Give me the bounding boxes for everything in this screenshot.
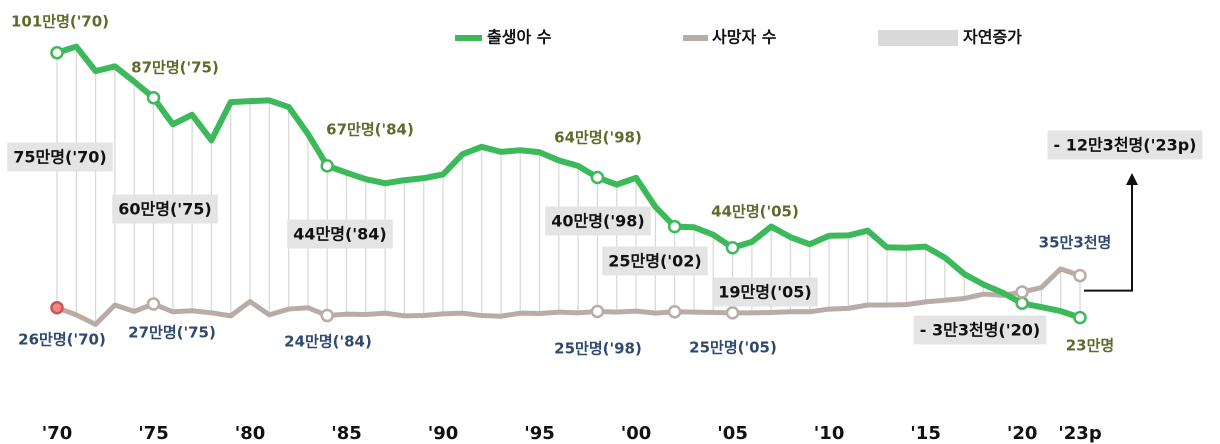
annotation: 25만명('05)	[689, 339, 777, 357]
annotation: 67만명('84)	[326, 121, 414, 139]
annotation: 23만명	[1066, 337, 1114, 355]
series-line	[56, 266, 1081, 327]
point-marker	[146, 90, 161, 105]
annotation-box	[1047, 130, 1203, 160]
annotation: 19만명('05)	[718, 283, 812, 302]
annotation-box	[913, 315, 1047, 345]
annotation: 101만명('70)	[11, 13, 109, 31]
x-tick-label: '75	[138, 423, 169, 444]
point-marker	[590, 170, 605, 185]
x-tick-label: '95	[524, 423, 555, 444]
annotation-box	[545, 206, 651, 236]
x-tick-label: '20	[1007, 423, 1038, 444]
point-marker	[590, 304, 605, 319]
point-marker	[50, 300, 64, 315]
point-marker	[1015, 285, 1029, 299]
annotation-box	[602, 246, 708, 276]
annotation-box	[7, 142, 113, 172]
arrow	[1084, 185, 1133, 292]
legend-label: 사망자 수	[712, 28, 777, 47]
annotation: 44만명('84)	[293, 225, 387, 244]
annotation: 40만명('98)	[551, 212, 645, 231]
annotation: 24만명('84)	[284, 333, 372, 351]
annotation: - 3만3천명('20)	[920, 321, 1040, 340]
x-tick-label: '10	[814, 423, 845, 444]
x-tick-label: '05	[717, 423, 748, 444]
annotation: 25만명('98)	[554, 340, 642, 358]
x-tick-label: '80	[235, 423, 266, 444]
annotation-box	[287, 219, 393, 249]
point-marker	[1015, 296, 1029, 311]
point-marker	[146, 297, 161, 311]
annotation: 25만명('02)	[608, 252, 702, 271]
x-tick-label: '70	[42, 423, 73, 444]
annotation: 44만명('05)	[711, 203, 799, 221]
arrow-head	[1126, 173, 1138, 185]
annotation-box	[112, 194, 218, 224]
annotation: 75만명('70)	[13, 148, 107, 167]
annotation: 64만명('98)	[554, 129, 642, 147]
annotation: 26만명('70)	[18, 331, 106, 349]
x-tick-label: '00	[621, 423, 652, 444]
x-tick-label: '15	[910, 423, 941, 444]
annotation: 60만명('75)	[118, 200, 212, 219]
x-tick-label: '23p	[1058, 423, 1102, 444]
legend-label: 출생아 수	[487, 28, 552, 47]
point-marker	[725, 306, 740, 320]
annotation: 35만3천명	[1039, 234, 1112, 252]
legend-swatch	[878, 30, 958, 46]
point-marker	[725, 240, 740, 255]
point-marker	[320, 159, 334, 173]
point-marker	[667, 219, 682, 234]
annotation-box	[712, 277, 818, 307]
point-marker	[667, 305, 682, 319]
point-marker	[1073, 268, 1087, 283]
natural-increase	[56, 46, 1081, 325]
point-marker	[1073, 310, 1087, 325]
x-tick-label: '90	[428, 423, 459, 444]
point-marker	[50, 45, 64, 60]
point-marker	[320, 308, 334, 323]
legend-label: 자연증가	[963, 28, 1022, 47]
annotation: 87만명('75)	[131, 59, 219, 77]
annotation: - 12만3천명('23p)	[1053, 136, 1196, 155]
x-tick-label: '85	[331, 423, 362, 444]
annotation: 27만명('75)	[128, 324, 216, 342]
series-line	[56, 43, 1081, 321]
